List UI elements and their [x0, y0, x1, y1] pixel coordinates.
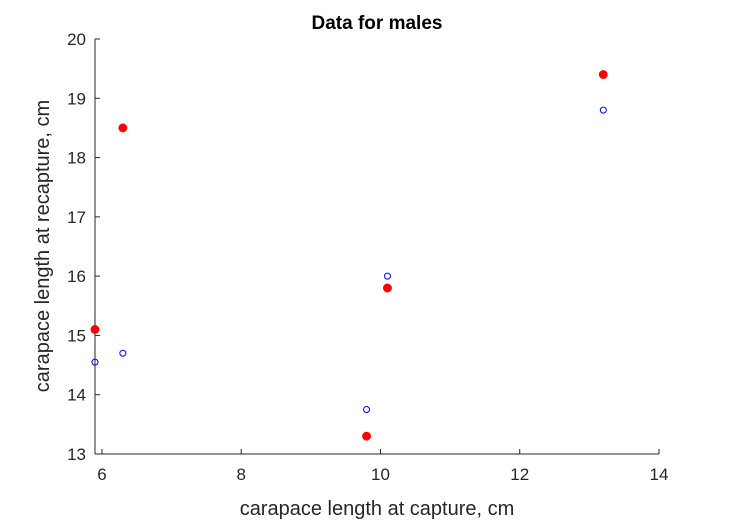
y-tick-label: 14: [67, 386, 86, 405]
blue-open-point: [91, 358, 99, 366]
x-tick-label: 8: [236, 465, 245, 484]
y-tick-label: 15: [67, 326, 86, 345]
y-tick-label: 16: [67, 267, 86, 286]
y-tick-label: 17: [67, 208, 86, 227]
x-tick-label: 6: [97, 465, 106, 484]
x-tick-label: 10: [371, 465, 390, 484]
blue-open-point: [119, 349, 127, 357]
red-filled-point: [382, 283, 392, 293]
y-ticks: 13 14 15 16 17 18 19 20: [67, 30, 100, 464]
y-tick-label: 19: [67, 89, 86, 108]
data-points: [90, 70, 608, 441]
y-tick-label: 13: [67, 445, 86, 464]
blue-open-point: [599, 106, 607, 114]
x-tick-label: 12: [510, 465, 529, 484]
y-tick-label: 20: [67, 30, 86, 49]
chart-title: Data for males: [312, 13, 443, 34]
blue-open-point: [363, 406, 371, 414]
red-filled-point: [598, 70, 608, 80]
red-filled-point: [362, 431, 372, 441]
y-tick-label: 18: [67, 149, 86, 168]
x-ticks: 6 8 10 12 14: [97, 449, 668, 484]
y-axis-label: carapace length at recapture, cm: [32, 100, 54, 392]
axes: [94, 39, 659, 455]
x-axis-label: carapace length at capture, cm: [240, 498, 515, 520]
red-filled-point: [118, 123, 128, 133]
blue-open-point: [383, 272, 391, 280]
x-tick-label: 14: [650, 465, 669, 484]
red-filled-point: [90, 325, 100, 334]
